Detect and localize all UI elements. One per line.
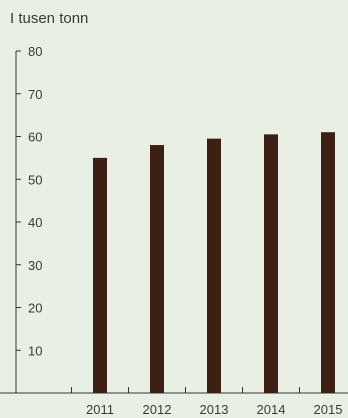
y-tick-label-80: 80 <box>28 44 42 59</box>
unit-label: I tusen tonn <box>10 10 89 27</box>
x-tick-label-2013: 2013 <box>200 402 229 417</box>
y-tick-label-60: 60 <box>28 130 42 145</box>
bar-2011 <box>93 157 107 393</box>
bar-2014 <box>264 134 278 394</box>
y-tick-label-70: 70 <box>28 87 42 102</box>
x-tick-label-2015: 2015 <box>314 402 343 417</box>
bar-2012 <box>150 145 164 393</box>
y-tick-label-30: 30 <box>28 258 42 273</box>
x-tick-label-2011: 2011 <box>86 402 114 417</box>
bar-2015 <box>321 132 335 393</box>
y-axis: 10 20 30 40 50 60 70 80 <box>15 44 42 393</box>
x-tick-label-2014: 2014 <box>257 402 286 417</box>
x-tick-label-2012: 2012 <box>143 402 172 417</box>
y-tick-label-40: 40 <box>28 215 42 230</box>
x-axis: 2011 2012 2013 2014 2015 <box>0 387 348 417</box>
y-tick-label-10: 10 <box>28 343 42 358</box>
y-tick-label-50: 50 <box>28 172 42 187</box>
bars <box>93 132 335 394</box>
y-tick-label-20: 20 <box>28 301 42 316</box>
bar-2013 <box>207 138 221 393</box>
